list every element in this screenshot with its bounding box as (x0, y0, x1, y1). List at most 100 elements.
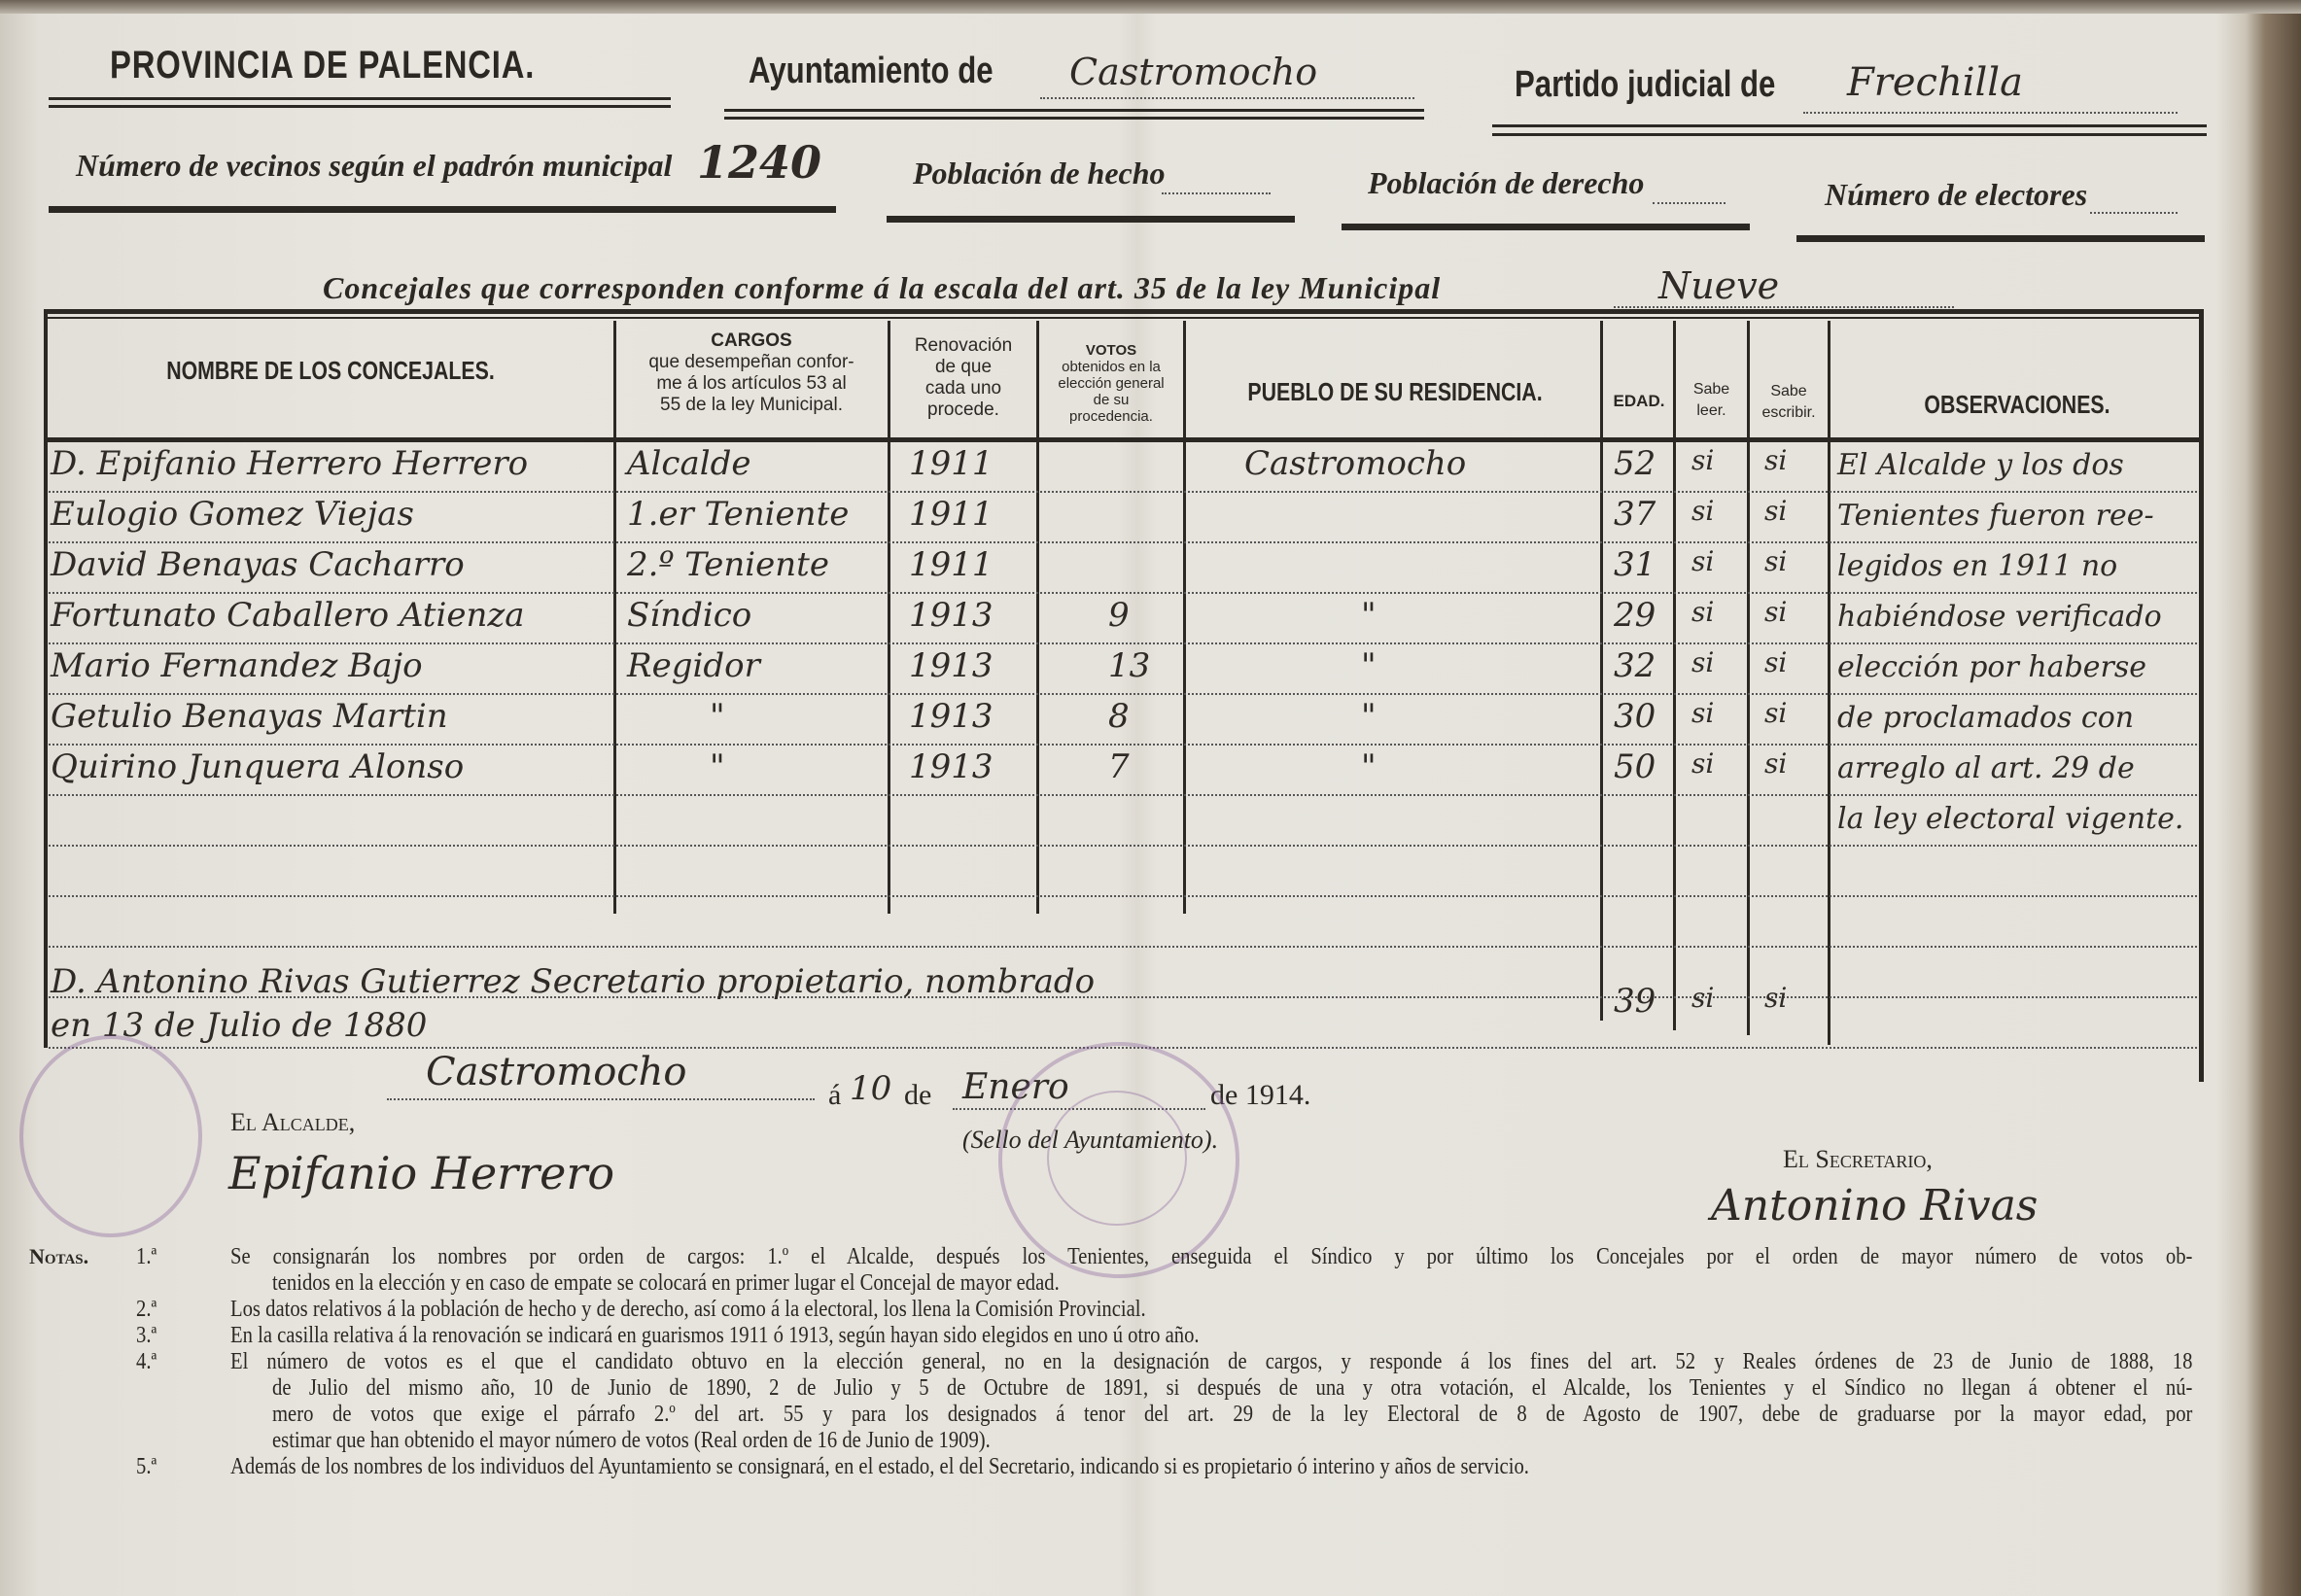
cell-leer: si (1691, 545, 1715, 577)
cargos-sub: 55 de la ley Municipal. (660, 395, 843, 415)
concejales-value: Nueve (1658, 264, 1780, 307)
cell-edad: 52 (1614, 444, 1656, 483)
row-divider (49, 946, 2197, 948)
vecinos-value: 1240 (697, 136, 822, 189)
col-header-pueblo: PUEBLO DE SU RESIDENCIA. (1247, 377, 1543, 406)
observaciones-line: elección por haberse (1837, 650, 2147, 684)
cell-renovacion: 1911 (909, 495, 994, 534)
footer-day: 10 (850, 1069, 892, 1108)
cell-pueblo: Castromocho (1244, 444, 1467, 483)
col-header-cargos: CARGOS que desempeñan confor- me á los a… (616, 330, 887, 416)
cell-nombre: Quirino Junquera Alonso (51, 747, 465, 786)
cell-renovacion: 1913 (909, 596, 994, 635)
column-line (888, 321, 890, 914)
observaciones-line: El Alcalde y los dos (1837, 448, 2124, 482)
cell-pueblo: " (1361, 747, 1377, 786)
cell-cargo: 1.er Teniente (627, 495, 850, 534)
cell-leer: si (1691, 495, 1715, 527)
note-text: Se consignarán los nombres por orden de … (230, 1244, 2193, 1269)
header-bottom-border (44, 437, 2204, 442)
book-edge (0, 0, 2301, 14)
renovacion-line: de que (934, 357, 993, 377)
concejales-label: Concejales que corresponden conforme á l… (323, 270, 1442, 305)
ayuntamiento-value: Castromocho (1069, 51, 1318, 93)
votos-sub: obtenidos en la (1062, 359, 1161, 375)
observaciones-line: arreglo al art. 29 de (1837, 751, 2135, 785)
cell-votos: 9 (1108, 596, 1130, 635)
column-line (1600, 321, 1603, 1021)
dotted-line (1162, 192, 1271, 194)
dotted-line (1653, 202, 1726, 204)
dotted-line (387, 1098, 815, 1100)
divider (724, 117, 1424, 120)
escribir-line: Sabe (1770, 383, 1807, 399)
ayuntamiento-label: Ayuntamiento de (749, 51, 994, 91)
cell-nombre: D. Epifanio Herrero Herrero (51, 444, 529, 483)
col-header-votos: VOTOS obtenidos en la elección general d… (1039, 342, 1183, 425)
cell-cargo: " (710, 697, 725, 736)
escribir-line: escribir. (1761, 404, 1816, 421)
partido-value: Frechilla (1847, 60, 2023, 105)
column-line (613, 321, 616, 914)
secretario-leer: si (1691, 982, 1715, 1014)
cell-escribir: si (1764, 495, 1788, 527)
note-text: de Julio del mismo año, 10 de Junio de 1… (272, 1375, 2193, 1401)
column-line (1036, 321, 1039, 914)
cell-escribir: si (1764, 444, 1788, 476)
alcalde-signature: Epifanio Herrero (228, 1147, 615, 1199)
electores-label: Número de electores (1825, 177, 2088, 212)
cell-nombre: Getulio Benayas Martin (51, 697, 448, 736)
cell-renovacion: 1911 (909, 545, 994, 584)
note-text: En la casilla relativa á la renovación s… (230, 1323, 1200, 1348)
column-line (1747, 321, 1750, 1035)
note-text: tenidos en la elección y en caso de empa… (272, 1270, 1060, 1296)
notes-label: Notas. (29, 1244, 89, 1268)
partido-label: Partido judicial de (1515, 64, 1776, 105)
col-header-leer: Sabe leer. (1676, 379, 1747, 422)
row-divider (49, 744, 2197, 746)
cell-votos: 8 (1108, 697, 1130, 736)
cell-edad: 30 (1614, 697, 1656, 736)
row-divider (49, 996, 2197, 998)
cell-leer: si (1691, 596, 1715, 628)
col-header-observaciones: OBSERVACIONES. (1924, 390, 2110, 419)
cell-renovacion: 1913 (909, 747, 994, 786)
dotted-line (2090, 212, 2178, 214)
cell-cargo: " (710, 747, 725, 786)
poblacion-hecho-label: Población de hecho (913, 156, 1166, 191)
cell-nombre: Eulogio Gomez Viejas (51, 495, 414, 534)
secretario-signature: Antonino Rivas (1711, 1181, 2039, 1231)
observaciones-line: la ley electoral vigente. (1837, 802, 2184, 836)
cell-escribir: si (1764, 747, 1788, 780)
row-divider (49, 541, 2197, 543)
divider (1796, 235, 2205, 242)
row-divider (49, 491, 2197, 493)
cell-escribir: si (1764, 646, 1788, 678)
cell-leer: si (1691, 697, 1715, 729)
observaciones-line: legidos en 1911 no (1837, 549, 2118, 583)
cell-edad: 29 (1614, 596, 1656, 635)
cell-votos: 7 (1108, 747, 1130, 786)
row-divider (49, 592, 2197, 594)
observaciones-line: habiéndose verificado (1837, 600, 2162, 634)
cargos-title: CARGOS (711, 330, 792, 351)
cell-cargo: 2.º Teniente (627, 545, 829, 584)
cell-cargo: Síndico (627, 596, 752, 635)
col-header-nombre: NOMBRE DE LOS CONCEJALES. (166, 356, 495, 385)
vecinos-label: Número de vecinos según el padrón munici… (76, 148, 673, 183)
col-header-edad: EDAD. (1613, 392, 1665, 410)
divider (1492, 133, 2207, 136)
leer-line: leer. (1696, 402, 1726, 419)
cell-escribir: si (1764, 596, 1788, 628)
column-line (1183, 321, 1186, 914)
cell-edad: 50 (1614, 747, 1656, 786)
observaciones-line: de proclamados con (1837, 701, 2135, 735)
leer-line: Sabe (1692, 381, 1730, 398)
cell-leer: si (1691, 444, 1715, 476)
divider (724, 109, 1424, 112)
cell-pueblo: " (1361, 697, 1377, 736)
row-divider (49, 693, 2197, 695)
province-title: PROVINCIA DE PALENCIA. (110, 44, 536, 87)
table-right-border (2199, 309, 2204, 1082)
